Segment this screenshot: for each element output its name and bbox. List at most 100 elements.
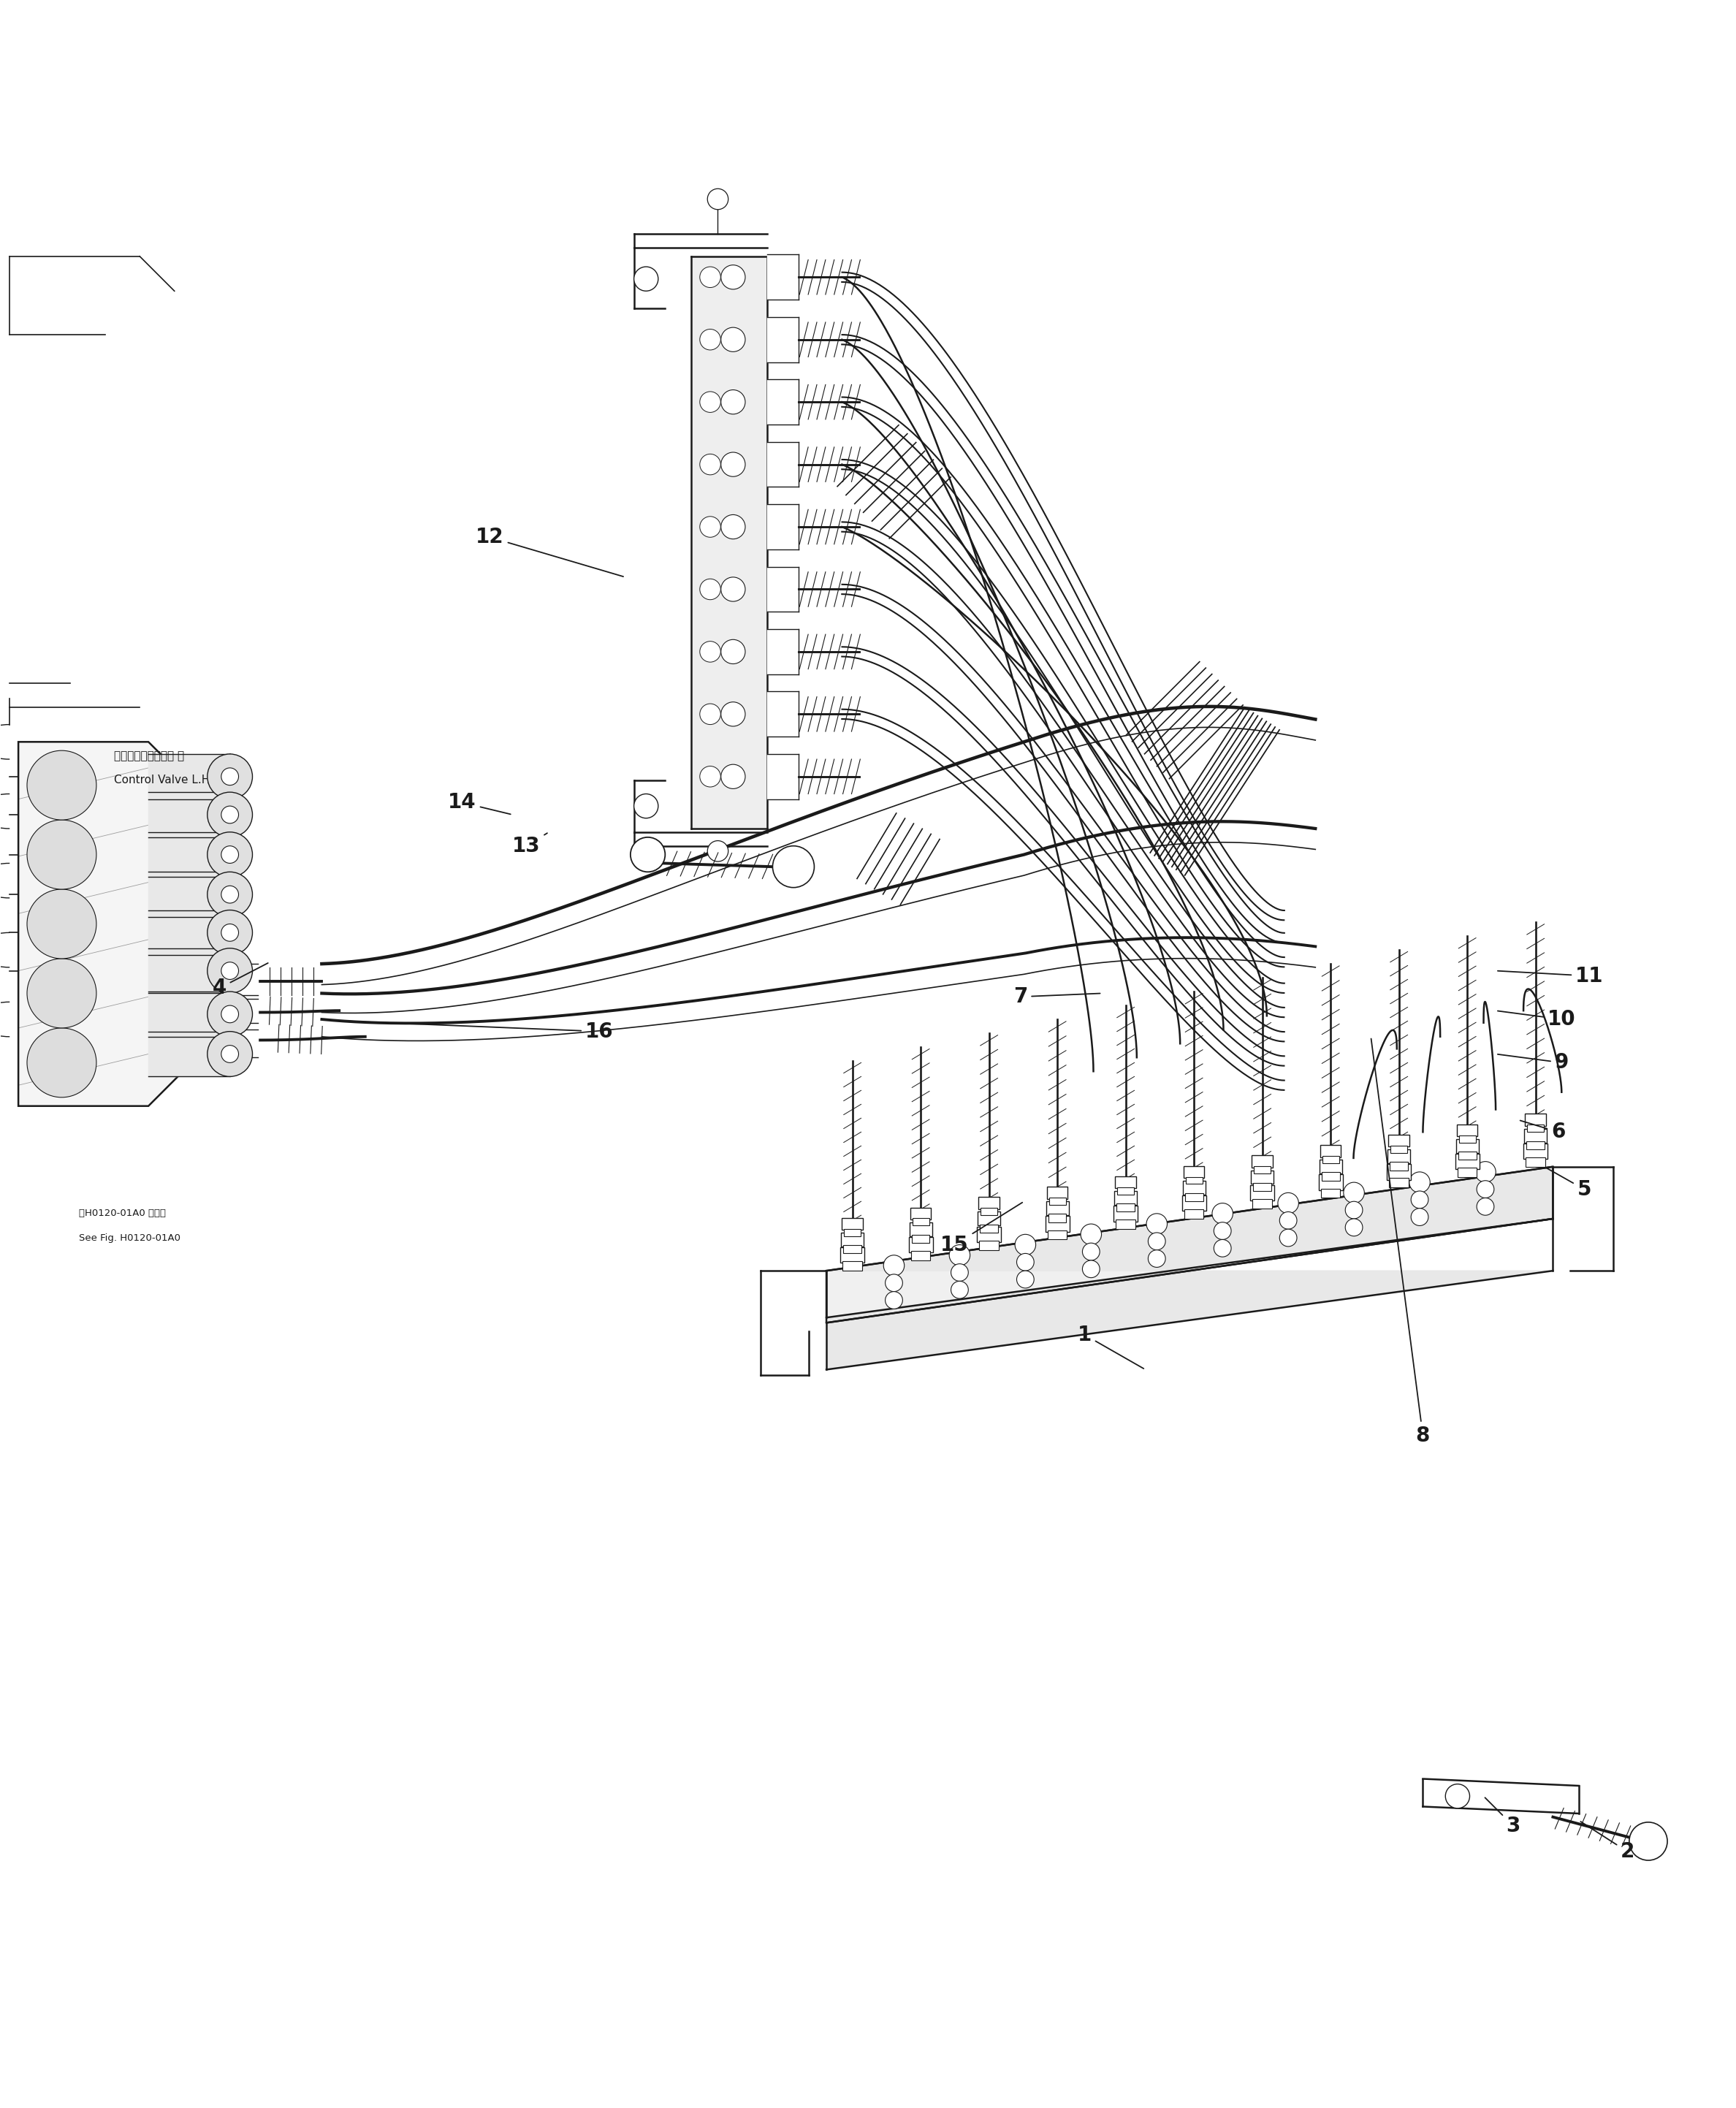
Polygon shape	[767, 628, 799, 675]
Bar	[1116, 1221, 1135, 1229]
Circle shape	[700, 453, 720, 474]
Text: Control Valve L.H.: Control Valve L.H.	[115, 774, 214, 786]
Circle shape	[720, 266, 745, 289]
Circle shape	[700, 268, 720, 287]
Bar	[1321, 1189, 1340, 1197]
Bar	[1049, 1214, 1066, 1223]
Circle shape	[700, 392, 720, 413]
Circle shape	[1017, 1271, 1035, 1288]
Circle shape	[630, 837, 665, 873]
Polygon shape	[226, 995, 257, 1029]
Circle shape	[1213, 1240, 1231, 1256]
Polygon shape	[767, 691, 799, 736]
Bar	[1458, 1151, 1476, 1159]
Bar	[910, 1223, 932, 1235]
Bar	[977, 1212, 1000, 1225]
Bar	[844, 1246, 861, 1254]
Bar	[1524, 1143, 1549, 1159]
Circle shape	[720, 390, 745, 413]
Bar	[1318, 1174, 1342, 1191]
Circle shape	[884, 1254, 904, 1275]
Circle shape	[207, 991, 252, 1037]
Bar	[910, 1208, 930, 1221]
Circle shape	[207, 1031, 252, 1077]
Bar	[1182, 1180, 1205, 1195]
Circle shape	[951, 1282, 969, 1299]
Polygon shape	[148, 793, 229, 837]
Polygon shape	[767, 379, 799, 424]
Circle shape	[1213, 1223, 1231, 1240]
Bar	[1113, 1206, 1137, 1221]
Bar	[1387, 1149, 1410, 1164]
Polygon shape	[767, 316, 799, 363]
Circle shape	[700, 516, 720, 538]
Polygon shape	[767, 755, 799, 799]
Bar	[1458, 1134, 1476, 1143]
Circle shape	[28, 959, 97, 1029]
Bar	[1528, 1126, 1543, 1132]
Circle shape	[885, 1292, 903, 1309]
Circle shape	[207, 793, 252, 837]
Text: 14: 14	[448, 793, 510, 814]
Text: 第H0120-01A0 図参照: 第H0120-01A0 図参照	[80, 1208, 167, 1218]
Bar	[1186, 1176, 1203, 1185]
Circle shape	[700, 704, 720, 725]
Bar	[1524, 1128, 1547, 1143]
Circle shape	[207, 911, 252, 955]
Text: 9: 9	[1498, 1052, 1569, 1073]
Circle shape	[28, 1029, 97, 1098]
Bar	[911, 1235, 930, 1244]
Circle shape	[1411, 1191, 1429, 1208]
Polygon shape	[767, 255, 799, 299]
Circle shape	[1411, 1208, 1429, 1225]
Bar	[1526, 1157, 1545, 1166]
Polygon shape	[634, 833, 767, 845]
Circle shape	[708, 841, 727, 862]
Circle shape	[951, 1265, 969, 1282]
Bar	[1047, 1231, 1068, 1240]
Polygon shape	[1424, 1779, 1580, 1813]
Circle shape	[1477, 1197, 1495, 1216]
Bar	[842, 1233, 865, 1246]
Circle shape	[220, 805, 238, 824]
Bar	[1115, 1191, 1137, 1206]
Circle shape	[220, 1006, 238, 1022]
Bar	[1115, 1176, 1135, 1189]
Text: 15: 15	[941, 1202, 1023, 1254]
Bar	[979, 1242, 998, 1250]
Circle shape	[220, 845, 238, 864]
Bar	[842, 1261, 863, 1271]
Circle shape	[1147, 1250, 1165, 1267]
Text: 4: 4	[212, 963, 267, 999]
Text: 10: 10	[1498, 1010, 1576, 1029]
Bar	[1389, 1134, 1410, 1147]
Circle shape	[720, 702, 745, 727]
Circle shape	[1146, 1214, 1167, 1235]
Circle shape	[220, 885, 238, 902]
Bar	[1049, 1197, 1066, 1206]
Bar	[1458, 1168, 1477, 1176]
Bar	[1116, 1204, 1135, 1212]
Text: 3: 3	[1484, 1798, 1521, 1836]
Circle shape	[1446, 1783, 1470, 1809]
Circle shape	[207, 755, 252, 799]
Polygon shape	[148, 911, 229, 955]
Circle shape	[1083, 1244, 1099, 1261]
Bar	[1391, 1145, 1408, 1153]
Circle shape	[1016, 1235, 1036, 1254]
Circle shape	[1628, 1821, 1667, 1861]
Circle shape	[207, 833, 252, 877]
Bar	[1186, 1193, 1203, 1202]
Circle shape	[207, 873, 252, 917]
Circle shape	[220, 961, 238, 980]
Circle shape	[1345, 1202, 1363, 1218]
Text: 1: 1	[1078, 1324, 1144, 1368]
Bar	[979, 1197, 1000, 1210]
Circle shape	[1345, 1218, 1363, 1235]
Bar	[1391, 1162, 1408, 1170]
Text: 2: 2	[1581, 1821, 1635, 1861]
Text: 12: 12	[476, 527, 623, 578]
Circle shape	[950, 1244, 970, 1265]
Circle shape	[1279, 1212, 1297, 1229]
Polygon shape	[148, 1031, 229, 1077]
